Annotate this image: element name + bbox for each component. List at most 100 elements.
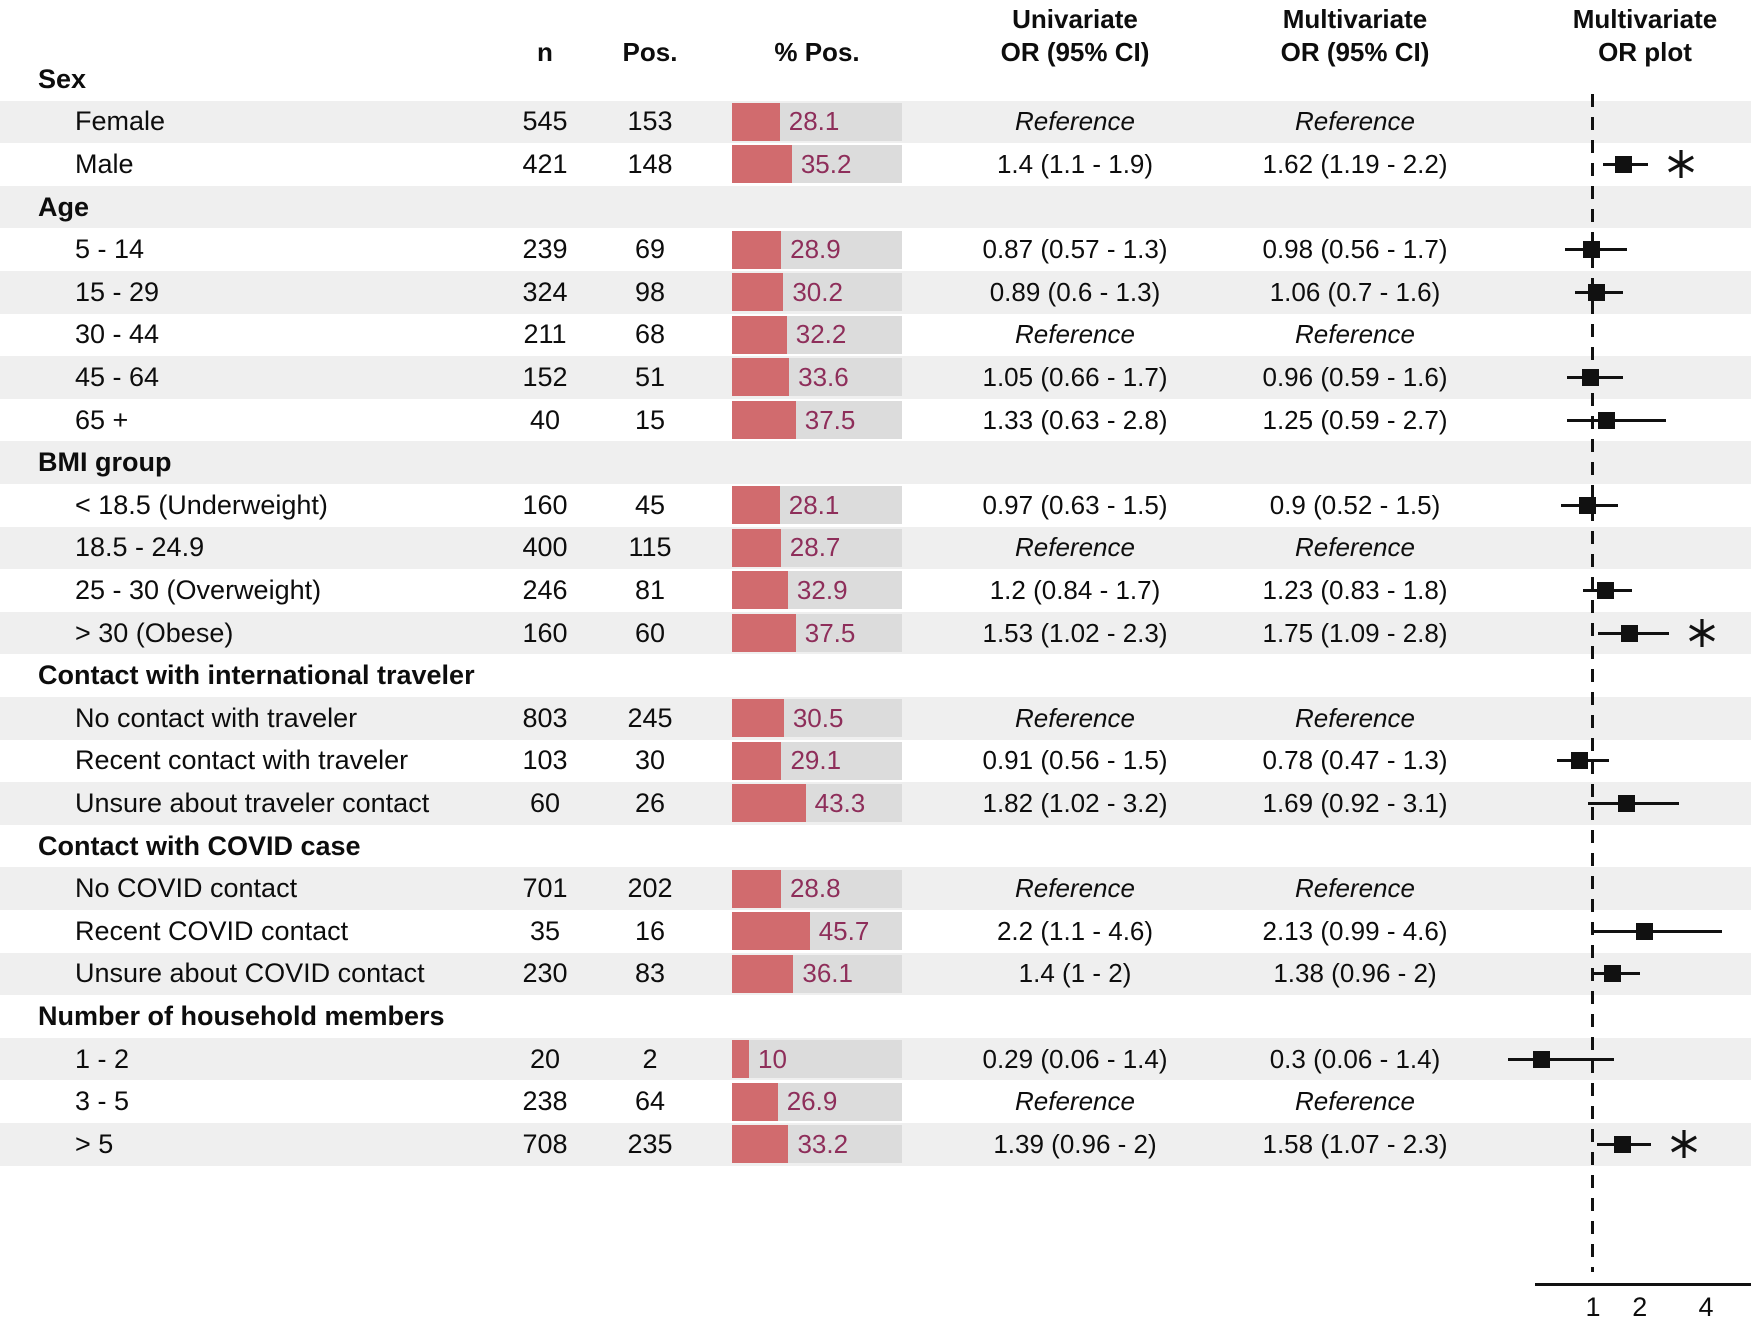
forest-or-marker (1533, 1050, 1551, 1068)
row-label: Age (38, 191, 90, 222)
cell-pos: 2 (642, 1043, 658, 1074)
forest-or-marker (1613, 1135, 1631, 1153)
or-axis-tick-label: 1 (1585, 1292, 1601, 1322)
cell-multivariate-or: 0.9 (0.52 - 1.5) (1269, 489, 1441, 520)
cell-n: 246 (522, 574, 568, 605)
cell-multivariate-or: 1.69 (0.92 - 3.1) (1262, 787, 1448, 818)
pct-bar-track (732, 954, 902, 993)
forest-or-marker (1618, 794, 1636, 812)
cell-univariate-or: 1.39 (0.96 - 2) (993, 1128, 1157, 1159)
column-header-univariate-line2: OR (95% CI) (1000, 37, 1150, 67)
cell-pos: 245 (627, 702, 673, 733)
cell-n: 400 (522, 532, 568, 563)
cell-n: 103 (522, 745, 568, 776)
cell-pos: 69 (634, 234, 666, 265)
row-label: 1 - 2 (75, 1043, 130, 1074)
cell-multivariate-or: 2.13 (0.99 - 4.6) (1262, 915, 1448, 946)
forest-plot-cell (1500, 356, 1751, 399)
pct-bar-track (732, 784, 902, 823)
row-label: < 18.5 (Underweight) (75, 489, 328, 520)
row-label: 15 - 29 (75, 276, 160, 307)
cell-multivariate-or: Reference (1295, 1086, 1415, 1117)
cell-pos: 115 (628, 532, 672, 563)
cell-multivariate-or: Reference (1295, 873, 1415, 904)
pct-bar-track (732, 273, 902, 312)
cell-multivariate-or: Reference (1295, 702, 1415, 733)
cell-n: 40 (529, 404, 561, 435)
forest-plot-cell (1500, 910, 1751, 953)
forest-plot-cell (1500, 484, 1751, 527)
pct-value: 29.1 (790, 745, 842, 776)
forest-or-marker (1636, 922, 1654, 940)
table-row: Male 421 148 35.2 1.4 (1.1 - 1.9) 1.62 (1.19 … (0, 143, 1751, 186)
row-label: Female (75, 106, 166, 137)
column-header-univariate-line1: Univariate (1012, 4, 1138, 34)
cell-univariate-or: Reference (1015, 319, 1135, 350)
pct-bar-fill (732, 486, 780, 525)
cell-multivariate-or: 1.62 (1.19 - 2.2) (1262, 148, 1448, 179)
cell-n: 160 (522, 489, 568, 520)
row-label: > 30 (Obese) (75, 617, 234, 648)
forest-plot-cell (1500, 1038, 1751, 1081)
pct-bar-track (732, 699, 902, 738)
pct-bar-fill (732, 1040, 749, 1079)
pct-bar-track (732, 912, 902, 951)
forest-plot-cell (1500, 1123, 1751, 1166)
pct-value: 45.7 (818, 915, 870, 946)
cell-univariate-or: 0.97 (0.63 - 1.5) (982, 489, 1168, 520)
pct-bar-fill (732, 741, 782, 780)
cell-pos: 68 (634, 319, 666, 350)
table-row: 45 - 64 152 51 33.6 1.05 (0.66 - 1.7) 0.96 (0… (0, 356, 1751, 399)
pct-bar-fill (732, 358, 790, 397)
or-reference-dashed-line (1591, 94, 1594, 1272)
pct-bar-track (732, 315, 902, 354)
pct-bar-fill (732, 699, 784, 738)
pct-bar-track (732, 869, 902, 908)
cell-multivariate-or: 0.78 (0.47 - 1.3) (1262, 745, 1448, 776)
cell-pos: 202 (627, 873, 673, 904)
forest-plot-cell (1500, 612, 1751, 655)
forest-ci-line (1507, 1057, 1614, 1061)
pct-value: 37.5 (804, 404, 856, 435)
table-row: Female 545 153 28.1 Reference Reference (0, 100, 1751, 144)
cell-multivariate-or: Reference (1295, 532, 1415, 563)
forest-plot-cell (1500, 782, 1751, 825)
cell-univariate-or: Reference (1015, 873, 1135, 904)
cell-pos: 98 (634, 276, 666, 307)
pct-value: 28.1 (788, 106, 840, 137)
row-label: 45 - 64 (75, 361, 160, 392)
or-axis-line (1535, 1283, 1751, 1286)
pct-bar-track (732, 230, 902, 269)
table-row: 15 - 29 324 98 30.2 0.89 (0.6 - 1.3) 1.06 (0.… (0, 271, 1751, 314)
cell-n: 803 (522, 702, 568, 733)
cell-n: 238 (522, 1086, 568, 1117)
forest-plot-cell (1500, 399, 1751, 442)
pct-value: 28.1 (788, 489, 840, 520)
pct-value: 28.7 (789, 532, 841, 563)
cell-univariate-or: Reference (1015, 532, 1135, 563)
cell-pos: 26 (634, 787, 666, 818)
table-row: 18.5 - 24.9 400 115 28.7 Reference Reference (0, 526, 1751, 570)
row-label: 5 - 14 (75, 234, 145, 265)
pct-bar-fill (732, 784, 806, 823)
pct-bar-track (732, 741, 902, 780)
pct-bar-fill (732, 273, 784, 312)
cell-pos: 81 (634, 574, 666, 605)
pct-value: 32.2 (795, 319, 847, 350)
pct-value: 35.2 (800, 148, 852, 179)
table-row: No COVID contact 701 202 28.8 Reference Refer… (0, 867, 1751, 910)
group-header-row: Number of household members (0, 995, 1751, 1038)
cell-n: 152 (522, 361, 568, 392)
row-label: Unsure about traveler contact (75, 787, 430, 818)
table-row: > 30 (Obese) 160 60 37.5 1.53 (1.02 - 2.3) 1.… (0, 611, 1751, 655)
forest-plot-cell (1500, 143, 1751, 186)
row-label: Recent contact with traveler (75, 745, 409, 776)
cell-multivariate-or: 1.23 (0.83 - 1.8) (1262, 574, 1448, 605)
cell-multivariate-or: 1.25 (0.59 - 2.7) (1262, 404, 1448, 435)
pct-value: 36.1 (802, 958, 853, 989)
forest-plot-cell (1500, 953, 1751, 996)
forest-plot-cell (1500, 740, 1751, 783)
cell-n: 545 (522, 106, 568, 137)
pct-bar-fill (732, 315, 787, 354)
cell-multivariate-or: 1.58 (1.07 - 2.3) (1262, 1128, 1448, 1159)
